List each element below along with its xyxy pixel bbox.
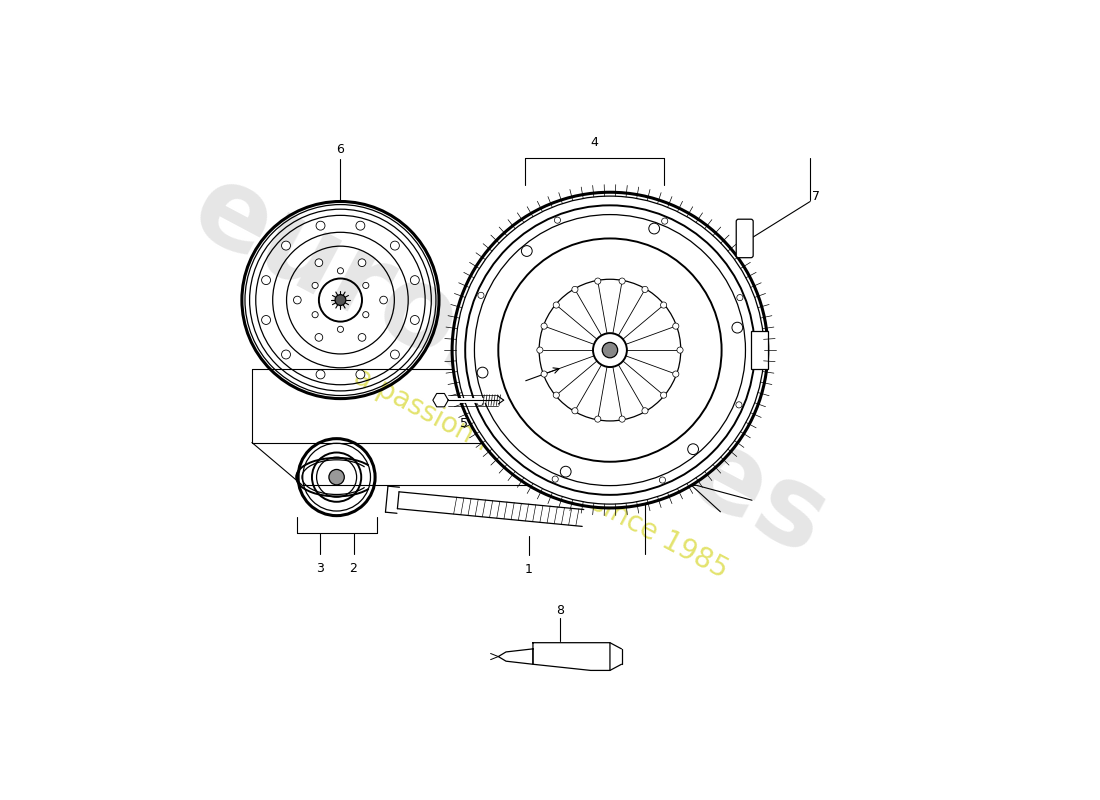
Text: 8: 8 <box>556 604 564 617</box>
Circle shape <box>673 323 679 330</box>
Circle shape <box>316 370 324 379</box>
Circle shape <box>363 282 368 289</box>
Circle shape <box>315 334 322 342</box>
Circle shape <box>593 333 627 367</box>
Circle shape <box>688 444 698 454</box>
Circle shape <box>336 294 345 306</box>
Circle shape <box>673 371 679 377</box>
Circle shape <box>619 278 625 284</box>
Circle shape <box>390 241 399 250</box>
Text: 1: 1 <box>525 563 533 576</box>
Text: 2: 2 <box>350 562 358 575</box>
Circle shape <box>661 218 668 224</box>
Polygon shape <box>498 649 534 664</box>
FancyBboxPatch shape <box>736 219 754 258</box>
Circle shape <box>315 259 322 266</box>
Circle shape <box>294 296 301 304</box>
Circle shape <box>537 347 543 353</box>
Text: 5: 5 <box>460 417 467 430</box>
Circle shape <box>676 347 683 353</box>
Circle shape <box>572 408 578 414</box>
Bar <box>751 331 768 370</box>
Circle shape <box>338 326 343 332</box>
Circle shape <box>660 392 667 398</box>
Circle shape <box>553 392 560 398</box>
Circle shape <box>356 222 365 230</box>
Text: 6: 6 <box>337 142 344 156</box>
Circle shape <box>410 276 419 285</box>
Circle shape <box>553 302 560 308</box>
Circle shape <box>603 342 618 358</box>
Circle shape <box>477 292 484 298</box>
Circle shape <box>595 278 601 284</box>
Circle shape <box>316 222 324 230</box>
Circle shape <box>642 286 648 293</box>
Circle shape <box>329 470 344 485</box>
Circle shape <box>282 241 290 250</box>
Circle shape <box>312 312 318 318</box>
Circle shape <box>737 294 742 301</box>
Circle shape <box>736 402 743 408</box>
Circle shape <box>660 302 667 308</box>
Text: 4: 4 <box>591 136 598 149</box>
Circle shape <box>379 296 387 304</box>
Polygon shape <box>534 642 609 670</box>
Circle shape <box>262 276 271 285</box>
Text: 3: 3 <box>316 562 323 575</box>
Circle shape <box>595 416 601 422</box>
Polygon shape <box>432 394 449 407</box>
Circle shape <box>338 268 343 274</box>
Circle shape <box>410 315 419 325</box>
Circle shape <box>262 315 271 325</box>
Circle shape <box>659 477 666 483</box>
Circle shape <box>312 282 318 289</box>
Circle shape <box>554 217 561 223</box>
Circle shape <box>452 192 768 508</box>
Text: a passion for parts since 1985: a passion for parts since 1985 <box>349 362 733 584</box>
Circle shape <box>356 370 365 379</box>
Text: 7: 7 <box>812 190 820 202</box>
Circle shape <box>359 334 366 342</box>
Circle shape <box>649 223 660 234</box>
Circle shape <box>282 350 290 359</box>
Circle shape <box>477 399 483 406</box>
Circle shape <box>619 416 625 422</box>
Circle shape <box>390 350 399 359</box>
Circle shape <box>552 476 559 482</box>
Circle shape <box>560 466 571 477</box>
Circle shape <box>477 367 488 378</box>
Text: eurospares: eurospares <box>175 154 845 578</box>
Circle shape <box>359 259 366 266</box>
Circle shape <box>572 286 578 293</box>
Circle shape <box>642 408 648 414</box>
Circle shape <box>732 322 742 333</box>
Circle shape <box>521 246 532 256</box>
Circle shape <box>541 371 547 377</box>
Circle shape <box>541 323 547 330</box>
Circle shape <box>363 312 368 318</box>
